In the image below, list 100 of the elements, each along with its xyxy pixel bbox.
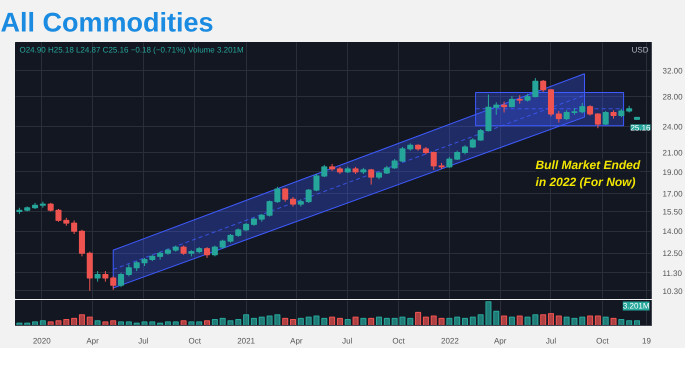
- bar: [360, 318, 366, 326]
- bar: [540, 314, 546, 326]
- candlestick: [313, 173, 320, 192]
- candlestick: [532, 78, 538, 98]
- candlestick: [55, 208, 62, 222]
- bar: [587, 315, 594, 326]
- candlestick: [118, 272, 124, 288]
- annotation: 3.201M: [622, 302, 650, 310]
- candlestick: [462, 144, 468, 155]
- chart-title: All Commodities: [0, 8, 214, 38]
- candlestick: [282, 187, 288, 202]
- bar: [524, 316, 531, 326]
- y-tick-label: 32.00: [662, 66, 684, 76]
- candlestick: [587, 104, 594, 116]
- bar: [556, 315, 562, 326]
- bar: [508, 316, 515, 326]
- annotation: USD: [632, 46, 649, 54]
- candlestick: [71, 220, 78, 235]
- candlestick: [430, 151, 437, 170]
- bar: [564, 316, 570, 326]
- x-tick-label: Oct: [392, 336, 406, 346]
- x-tick-label: 2022: [441, 336, 460, 346]
- bar: [407, 318, 414, 326]
- candlestick: [78, 229, 85, 257]
- bar: [438, 318, 445, 326]
- y-tick-label: 15.50: [662, 207, 684, 216]
- y-tick-label: 11.30: [662, 268, 682, 278]
- x-tick-label: Jul: [342, 336, 353, 346]
- bar: [329, 316, 336, 326]
- bar: [227, 320, 234, 326]
- candlestick: [594, 112, 601, 129]
- annotation: O24.90 H25.18 L24.87 C25.16 −0.18 (−0.71%) Volume 3.201M: [20, 46, 244, 54]
- y-tick-label: 14.00: [662, 227, 684, 236]
- y-tick-label: 24.00: [662, 122, 684, 132]
- bar: [55, 320, 62, 326]
- x-tick-label: Oct: [188, 336, 202, 346]
- candlestick: [94, 270, 101, 282]
- y-tick-label: 19.00: [662, 168, 684, 177]
- annotation: 25.16: [630, 123, 652, 132]
- bar: [94, 320, 101, 326]
- bar: [368, 318, 374, 326]
- candlestick: [470, 138, 476, 148]
- bar: [376, 316, 382, 326]
- y-tick-label: 17.00: [662, 190, 684, 199]
- candlestick: [392, 158, 398, 170]
- candlestick: [493, 102, 500, 116]
- x-tick-label: 19: [642, 336, 652, 346]
- bar: [180, 320, 187, 326]
- x-tick-label: 2020: [32, 336, 52, 346]
- bar: [415, 312, 422, 326]
- bar: [501, 315, 508, 326]
- candlestick: [274, 186, 280, 204]
- candlestick: [321, 164, 328, 178]
- candlestick: [110, 276, 116, 290]
- y-tick-label: 10.30: [662, 286, 684, 296]
- bar: [86, 316, 93, 326]
- y-tick-label: 12.50: [662, 249, 684, 258]
- y-tick-label: 28.00: [662, 92, 684, 102]
- y-tick-label: 21.00: [662, 148, 684, 158]
- x-tick-label: Jul: [138, 336, 149, 346]
- bar: [78, 314, 85, 326]
- candlestick: [508, 95, 515, 108]
- bar: [336, 318, 343, 326]
- candlestick: [478, 128, 484, 142]
- bar: [610, 318, 617, 326]
- candlestick: [204, 246, 210, 258]
- x-tick-label: Oct: [596, 336, 610, 346]
- bar: [204, 320, 210, 326]
- annotation: Bull Market Ended in 2022 (For Now): [536, 158, 641, 189]
- bar: [594, 315, 601, 326]
- bar: [548, 313, 554, 326]
- x-tick-label: Apr: [494, 336, 507, 346]
- x-tick-label: 2021: [237, 336, 256, 346]
- bar: [462, 318, 468, 326]
- candlestick: [501, 101, 508, 114]
- candlestick: [564, 110, 570, 121]
- candlestick: [180, 245, 187, 256]
- bar: [399, 316, 406, 326]
- bar: [313, 315, 320, 326]
- bar: [321, 318, 328, 326]
- bar: [344, 319, 351, 326]
- bar: [274, 314, 280, 326]
- candlestick: [446, 156, 452, 168]
- bar: [532, 314, 538, 326]
- candlestick: [212, 245, 218, 257]
- x-tick-label: Apr: [86, 336, 100, 346]
- bar: [282, 318, 288, 326]
- bar: [493, 310, 500, 326]
- candlestick: [540, 80, 546, 92]
- x-tick-label: Apr: [290, 336, 303, 346]
- bar: [290, 319, 296, 326]
- candlestick: [368, 168, 374, 186]
- x-tick-label: Jul: [546, 336, 556, 346]
- candlestick: [399, 146, 406, 162]
- candlestick: [454, 150, 460, 161]
- candlestick: [485, 94, 492, 132]
- bar: [602, 316, 609, 326]
- candlestick: [602, 110, 609, 126]
- bar: [485, 301, 492, 326]
- bar: [634, 320, 640, 326]
